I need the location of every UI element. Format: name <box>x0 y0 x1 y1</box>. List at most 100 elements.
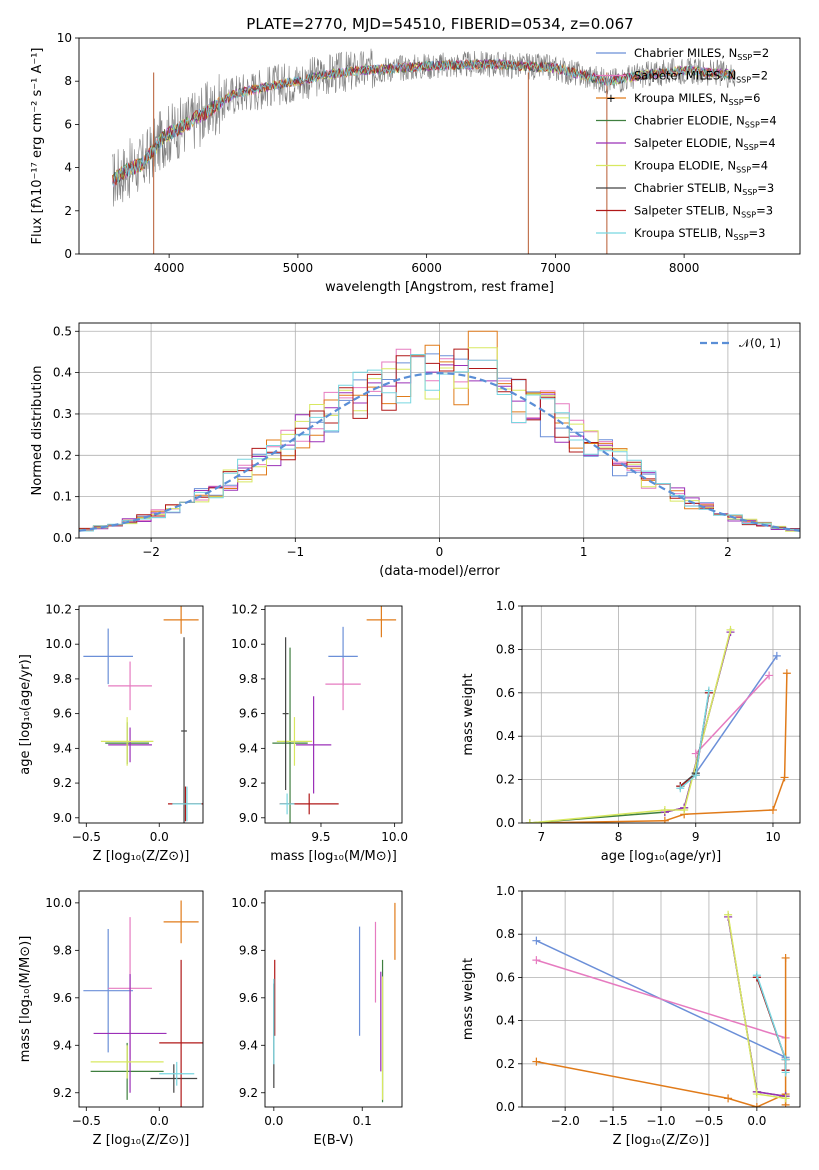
y-tick-label: 6 <box>64 117 72 131</box>
x-tick-label: 4000 <box>154 261 185 275</box>
y-tick-label: 0.5 <box>53 324 72 338</box>
legend-label-name: Kroupa ELODIE, N <box>634 159 736 173</box>
y-axis-label: mass weight <box>461 958 476 1040</box>
weight-marker-kroupa-elodie <box>525 819 534 823</box>
legend-label: Kroupa STELIB, NSSP=3 <box>634 226 765 242</box>
histogram-salpeter-elodie <box>79 355 800 533</box>
legend-label-sub: SSP <box>744 143 759 152</box>
weight_vs_age-panel: 7 8 9 10 0.0 0.2 0.4 0.6 0.8 1.0 age [log₁₀(age/yr… <box>461 599 801 864</box>
legend-label-name: Kroupa STELIB, N <box>634 226 734 240</box>
y-tick-label: 9.0 <box>239 811 258 825</box>
normal-curve <box>79 371 800 532</box>
y-tick-label: 9.2 <box>53 776 72 790</box>
x-tick-label: −1 <box>286 545 304 559</box>
legend-label-sub: SSP <box>736 76 751 85</box>
x-axis-label: (data-model)/error <box>379 564 500 579</box>
x-tick-label: −2 <box>142 545 160 559</box>
y-tick-label: 9.8 <box>239 943 258 957</box>
histogram-kroupa-miles <box>79 330 800 532</box>
model-spectrum-kroupa-stelib <box>112 58 736 187</box>
legend-label-count: =2 <box>751 69 768 83</box>
weight-line-kroupa-miles <box>529 673 788 823</box>
legend-label-sub: SSP <box>734 233 749 242</box>
x-axis-label: Z [log₁₀(Z/Z⊙)] <box>93 849 190 864</box>
x-tick-label: 1 <box>580 545 588 559</box>
x-axis-label: age [log₁₀(age/yr)] <box>601 849 722 864</box>
weight_vs_Z-frame <box>521 890 801 1108</box>
y-tick-label: 0.4 <box>496 729 515 743</box>
y-tick-label: 9.8 <box>53 672 72 686</box>
weight-marker-salpeter-miles <box>765 671 774 680</box>
weight-line-kroupa-stelib <box>756 974 787 1073</box>
x-tick-label: 9 <box>692 830 700 844</box>
y-tick-label: 10.0 <box>45 896 72 910</box>
legend-marker: + <box>606 91 616 105</box>
y-tick-label: 9.4 <box>239 741 258 755</box>
legend-label-count: =3 <box>749 226 766 240</box>
weight-marker-kroupa-stelib <box>781 1055 790 1064</box>
x-tick-label: −0.5 <box>694 1114 723 1128</box>
mass_vs_ebv-panel: 0.0 0.1 9.2 9.4 9.6 9.8 10.0 E(B-V) <box>231 890 403 1148</box>
y-tick-label: 0.8 <box>496 642 515 656</box>
legend-label-name: Chabrier ELODIE, N <box>634 114 745 128</box>
y-tick-label: 9.6 <box>239 991 258 1005</box>
spectrum-frame <box>78 37 801 255</box>
y-tick-label: 8 <box>64 74 72 88</box>
x-tick-label: 8000 <box>669 261 700 275</box>
legend-label-normal: 𝒩(0, 1) <box>739 336 781 350</box>
histogram-salpeter-stelib <box>79 348 800 532</box>
weight_vs_age-frame <box>521 605 801 824</box>
legend-label-count: =3 <box>756 204 773 218</box>
y-tick-label: 9.0 <box>53 811 72 825</box>
weight-marker-kroupa-stelib <box>676 784 685 793</box>
residuals-plot <box>79 330 800 534</box>
y-tick-label: 9.2 <box>239 776 258 790</box>
residuals-panel: −2 −1 0 1 2 0.0 0.1 0.2 0.3 0.4 0.5 (data-model)/er… <box>30 322 801 579</box>
x-tick-label: −1.5 <box>598 1114 627 1128</box>
x-tick-label: 0.0 <box>150 1114 169 1128</box>
weight-marker-kroupa-elodie <box>660 805 669 814</box>
legend-label: Salpeter ELODIE, NSSP=4 <box>634 136 776 152</box>
legend-label-name: Salpeter MILES, N <box>634 69 736 83</box>
legend-label-count: =4 <box>751 159 768 173</box>
legend-label-name: Kroupa MILES, N <box>634 91 729 105</box>
y-tick-label: 9.6 <box>239 707 258 721</box>
weight-marker-kroupa-miles <box>782 669 791 678</box>
y-tick-label: 9.2 <box>239 1086 258 1100</box>
mass_vs_ebv-frame <box>264 890 403 1108</box>
y-tick-label: 9.8 <box>53 943 72 957</box>
y-tick-label: 10.0 <box>231 637 258 651</box>
y-tick-label: 10.2 <box>45 602 72 616</box>
x-tick-label: 0.0 <box>747 1114 766 1128</box>
weight_vs_Z-plot <box>532 910 790 1107</box>
weight-marker-kroupa-elodie <box>680 805 689 814</box>
age_vs_Z-panel: −0.5 0.0 9.0 9.2 9.4 9.6 9.8 10.0 10.2 Z [log₁₀(Z… <box>18 602 204 864</box>
y-tick-label: 0.0 <box>496 1100 515 1114</box>
x-tick-label: 7 <box>537 830 545 844</box>
legend-label-sub: SSP <box>729 98 744 107</box>
age_vs_mass-panel: 9.5 10.0 9.0 9.2 9.4 9.6 9.8 10.0 10.2 mass [log₁… <box>231 602 408 864</box>
y-tick-label: 9.4 <box>239 1038 258 1052</box>
weight-marker-chabrier-miles <box>772 651 781 660</box>
weight-marker-kroupa-elodie <box>726 625 735 634</box>
x-tick-label: 0.0 <box>264 1114 283 1128</box>
weight-line-chabrier-miles <box>695 655 778 774</box>
mass_vs_ebv-plot <box>273 902 396 1103</box>
weight-marker-kroupa-miles <box>660 816 669 823</box>
weight-marker-kroupa-miles <box>781 953 790 962</box>
y-axis-label: Flux [fλ10⁻¹⁷ erg cm⁻² s⁻¹ A⁻¹] <box>30 48 45 245</box>
legend-label-count: =4 <box>759 136 776 150</box>
weight-line-kroupa-miles <box>536 958 787 1107</box>
legend-label-sub: SSP <box>742 188 757 197</box>
spectrum-plot <box>112 48 736 254</box>
legend-label: Kroupa ELODIE, NSSP=4 <box>634 159 768 175</box>
y-tick-label: 9.2 <box>53 1086 72 1100</box>
weight-marker-kroupa-miles <box>752 1103 761 1107</box>
age_vs_Z-frame <box>78 605 204 824</box>
y-tick-label: 0.8 <box>496 927 515 941</box>
legend-label-sub: SSP <box>736 166 751 175</box>
y-tick-label: 10.0 <box>45 637 72 651</box>
weight-marker-kroupa-elodie <box>724 910 733 919</box>
weight-marker-kroupa-stelib <box>691 771 700 780</box>
